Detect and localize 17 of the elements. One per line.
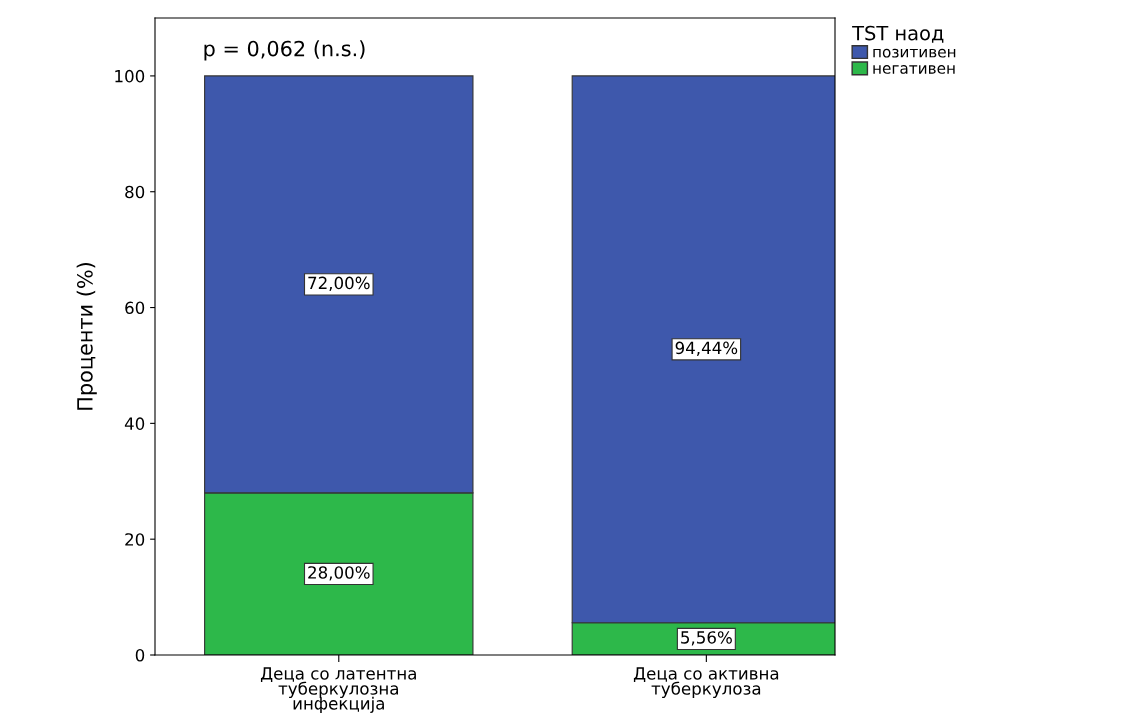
data-label: 5,56% (681, 631, 732, 646)
data-label: 94,44% (675, 341, 738, 356)
data-label: 72,00% (308, 276, 370, 291)
y-tick-label: 40 (124, 417, 145, 430)
x-tick-label: Деца со латентна туберкулозна инфекција (260, 667, 416, 713)
legend-title: TST наод (852, 25, 944, 43)
x-tick-label: Деца со активна туберкулоза (633, 667, 779, 699)
data-label: 28,00% (308, 566, 370, 581)
y-tick-label: 60 (125, 301, 145, 315)
annotation: p = 0,062 (n.s.) (204, 40, 365, 61)
y-tick-label: 0 (135, 648, 145, 662)
y-tick-label: 100 (115, 69, 145, 83)
y-axis-title: Проценти (%) (76, 262, 97, 410)
y-tick-label: 80 (125, 185, 145, 199)
legend-label: негативен (873, 65, 955, 74)
y-tick-label: 20 (125, 533, 145, 546)
legend-label: позитивен (873, 48, 956, 58)
